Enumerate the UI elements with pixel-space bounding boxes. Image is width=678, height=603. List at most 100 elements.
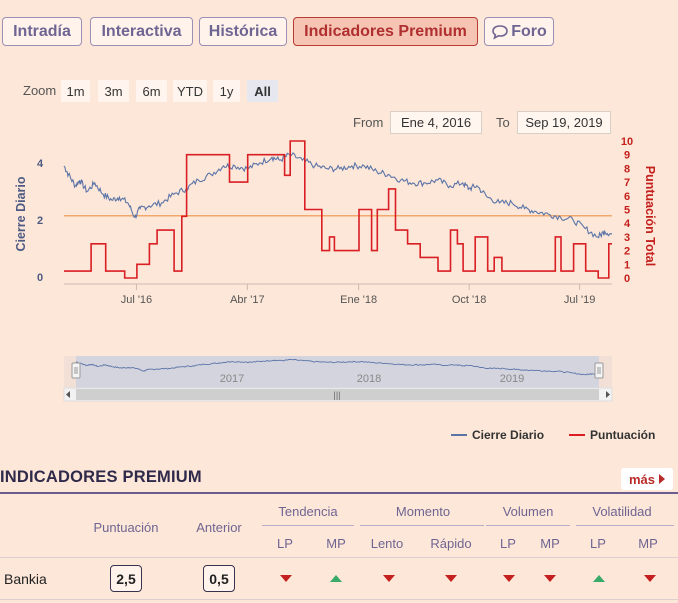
zoom-ytd-label: YTD bbox=[177, 83, 203, 99]
subheader-volumen-lp: LP bbox=[500, 536, 516, 551]
legend-label-puntuacion[interactable]: Puntuación bbox=[590, 428, 655, 442]
signal-down-icon bbox=[280, 575, 292, 582]
y-right-tick-label: 10 bbox=[621, 136, 633, 148]
subheader-momento-lento: Lento bbox=[370, 536, 404, 551]
zoom-3m-button[interactable]: 3m bbox=[98, 80, 129, 102]
tab-foro[interactable]: Foro bbox=[484, 17, 554, 46]
header-anterior: Anterior bbox=[196, 520, 242, 535]
y-right-tick-label: 8 bbox=[624, 163, 630, 175]
scrollbar-thumb[interactable] bbox=[76, 389, 599, 400]
puntuacion-value: 2,5 bbox=[110, 565, 142, 592]
signal-down-icon bbox=[503, 575, 515, 582]
subheader-tendencia-lp: LP bbox=[277, 536, 293, 551]
y-right-tick-label: 9 bbox=[624, 150, 630, 162]
navigator-label-2017: 2017 bbox=[220, 373, 244, 385]
y-left-tick-label: 2 bbox=[37, 215, 43, 227]
navigator-label-2019: 2019 bbox=[500, 373, 524, 385]
subheader-volatilidad-lp: LP bbox=[590, 536, 606, 551]
range-to-label: To bbox=[496, 115, 510, 130]
signal-up-icon bbox=[593, 575, 605, 582]
tab-indicadores-premium-label: Indicadores Premium bbox=[304, 22, 467, 40]
zoom-1y-label: 1y bbox=[219, 83, 234, 99]
zoom-1m-button[interactable]: 1m bbox=[61, 80, 90, 102]
zoom-3m-label: 3m bbox=[104, 83, 123, 99]
table-row-divider bbox=[0, 599, 678, 600]
range-navigator[interactable]: 2017 2018 2019 ||| bbox=[63, 356, 613, 402]
tab-foro-label: Foro bbox=[511, 22, 547, 40]
caret-right-icon bbox=[659, 474, 666, 484]
header-group-tendencia: Tendencia bbox=[278, 504, 338, 519]
x-tick-label: Oct '18 bbox=[452, 294, 487, 306]
x-tick-label: Ene '18 bbox=[340, 294, 377, 306]
y-right-tick-label: 4 bbox=[624, 218, 631, 230]
signal-up-icon bbox=[330, 575, 342, 582]
scroll-left-arrow-icon[interactable] bbox=[66, 391, 70, 398]
header-puntuacion: Puntuación bbox=[93, 520, 159, 535]
tab-intradia-label: Intradía bbox=[13, 22, 71, 40]
chart-legend: Cierre Diario Puntuación bbox=[451, 428, 655, 442]
navigator-handle-left[interactable] bbox=[71, 362, 81, 379]
section-divider bbox=[0, 492, 678, 494]
subheader-momento-rapido: Rápido bbox=[430, 536, 472, 551]
premium-section-title: INDICADORES PREMIUM bbox=[0, 468, 202, 486]
header-group-momento: Momento bbox=[395, 504, 451, 519]
signal-down-icon bbox=[644, 575, 656, 582]
signal-down-icon bbox=[544, 575, 556, 582]
navigator-series-line bbox=[75, 358, 600, 376]
subheader-tendencia-mp: MP bbox=[326, 536, 346, 551]
y-left-tick-label: 0 bbox=[37, 272, 43, 284]
y-left-tick-label: 4 bbox=[37, 158, 44, 170]
more-button[interactable]: más bbox=[621, 468, 673, 490]
zoom-6m-button[interactable]: 6m bbox=[136, 80, 167, 102]
tab-historica[interactable]: Histórica bbox=[199, 17, 287, 46]
group-underline-volatilidad bbox=[576, 525, 674, 526]
y-right-tick-label: 3 bbox=[624, 232, 630, 244]
y-right-tick-label: 5 bbox=[624, 205, 630, 217]
tab-intradia[interactable]: Intradía bbox=[2, 17, 82, 46]
tab-interactiva-label: Interactiva bbox=[101, 22, 182, 40]
navigator-label-2018: 2018 bbox=[357, 373, 381, 385]
zoom-all-button[interactable]: All bbox=[247, 80, 278, 102]
header-group-volatilidad: Volatilidad bbox=[592, 504, 652, 519]
x-tick-label: Jul '16 bbox=[121, 294, 152, 306]
zoom-1m-label: 1m bbox=[66, 83, 85, 99]
signal-down-icon bbox=[383, 575, 395, 582]
navigator-handle-right[interactable] bbox=[594, 362, 604, 379]
range-from-input[interactable]: Ene 4, 2016 bbox=[390, 111, 482, 134]
group-underline-tendencia bbox=[262, 525, 354, 526]
range-to-input[interactable]: Sep 19, 2019 bbox=[517, 111, 611, 134]
y-right-tick-label: 2 bbox=[624, 246, 630, 258]
tab-interactiva[interactable]: Interactiva bbox=[90, 17, 193, 46]
subheader-volatilidad-mp: MP bbox=[638, 536, 658, 551]
range-to-value: Sep 19, 2019 bbox=[525, 115, 603, 130]
chat-bubble-icon bbox=[491, 24, 509, 40]
x-tick-label: Abr '17 bbox=[230, 294, 265, 306]
series-line-cierre-diario bbox=[63, 152, 613, 239]
y-right-tick-label: 1 bbox=[624, 259, 630, 271]
zoom-1y-button[interactable]: 1y bbox=[213, 80, 240, 102]
anterior-value: 0,5 bbox=[203, 565, 235, 592]
series-line-puntuacion bbox=[64, 140, 612, 279]
scroll-right-arrow-icon[interactable] bbox=[606, 391, 610, 398]
header-group-volumen: Volumen bbox=[502, 504, 554, 519]
y-right-tick-label: 7 bbox=[624, 177, 630, 189]
y-axis-left-title: Cierre Diario bbox=[14, 176, 28, 251]
zoom-ytd-button[interactable]: YTD bbox=[173, 80, 207, 102]
x-tick-label: Jul '19 bbox=[564, 294, 595, 306]
scrollbar-grip-icon: ||| bbox=[333, 390, 340, 400]
legend-label-cierre[interactable]: Cierre Diario bbox=[472, 428, 544, 442]
group-underline-volumen bbox=[486, 525, 570, 526]
y-right-tick-label: 0 bbox=[624, 273, 630, 285]
tab-indicadores-premium[interactable]: Indicadores Premium bbox=[293, 17, 478, 46]
zoom-all-label: All bbox=[254, 83, 271, 99]
range-from-value: Ene 4, 2016 bbox=[400, 115, 472, 130]
table-header-divider bbox=[0, 557, 678, 558]
signal-down-icon bbox=[445, 575, 457, 582]
y-right-tick-label: 6 bbox=[624, 191, 630, 203]
subheader-volumen-mp: MP bbox=[540, 536, 560, 551]
zoom-6m-label: 6m bbox=[142, 83, 161, 99]
y-axis-right-title: Puntuación Total bbox=[643, 166, 657, 266]
company-name[interactable]: Bankia bbox=[4, 571, 47, 587]
more-button-label: más bbox=[628, 471, 656, 487]
